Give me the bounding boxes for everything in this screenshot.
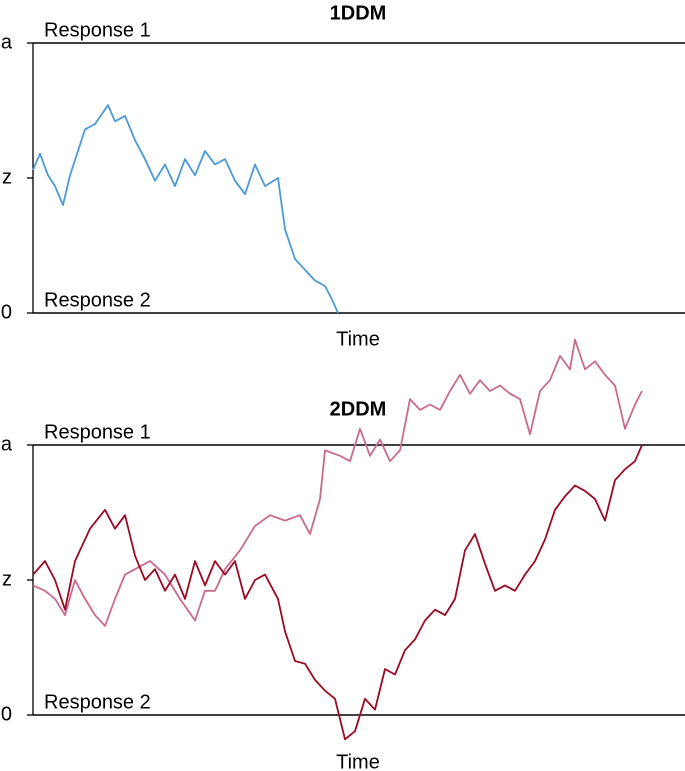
x-axis-label: Time [336, 751, 380, 771]
chart-title: 1DDM [330, 2, 387, 24]
trace-line [32, 338, 643, 627]
trace-line [32, 104, 339, 314]
annotation: Response 2 [44, 691, 151, 713]
y-tick-label: 0 [1, 301, 12, 323]
y-tick-label: 0 [1, 703, 12, 725]
annotation: Response 1 [44, 19, 151, 41]
annotation: Response 2 [44, 289, 151, 311]
annotation: Response 1 [44, 421, 151, 443]
y-tick-label: z [2, 568, 12, 590]
x-axis-label: Time [336, 328, 380, 350]
chart-title: 2DDM [330, 398, 387, 420]
y-tick-label: z [2, 166, 12, 188]
y-tick-label: a [1, 31, 13, 53]
trace-line [32, 444, 643, 741]
y-tick-label: a [1, 433, 13, 455]
